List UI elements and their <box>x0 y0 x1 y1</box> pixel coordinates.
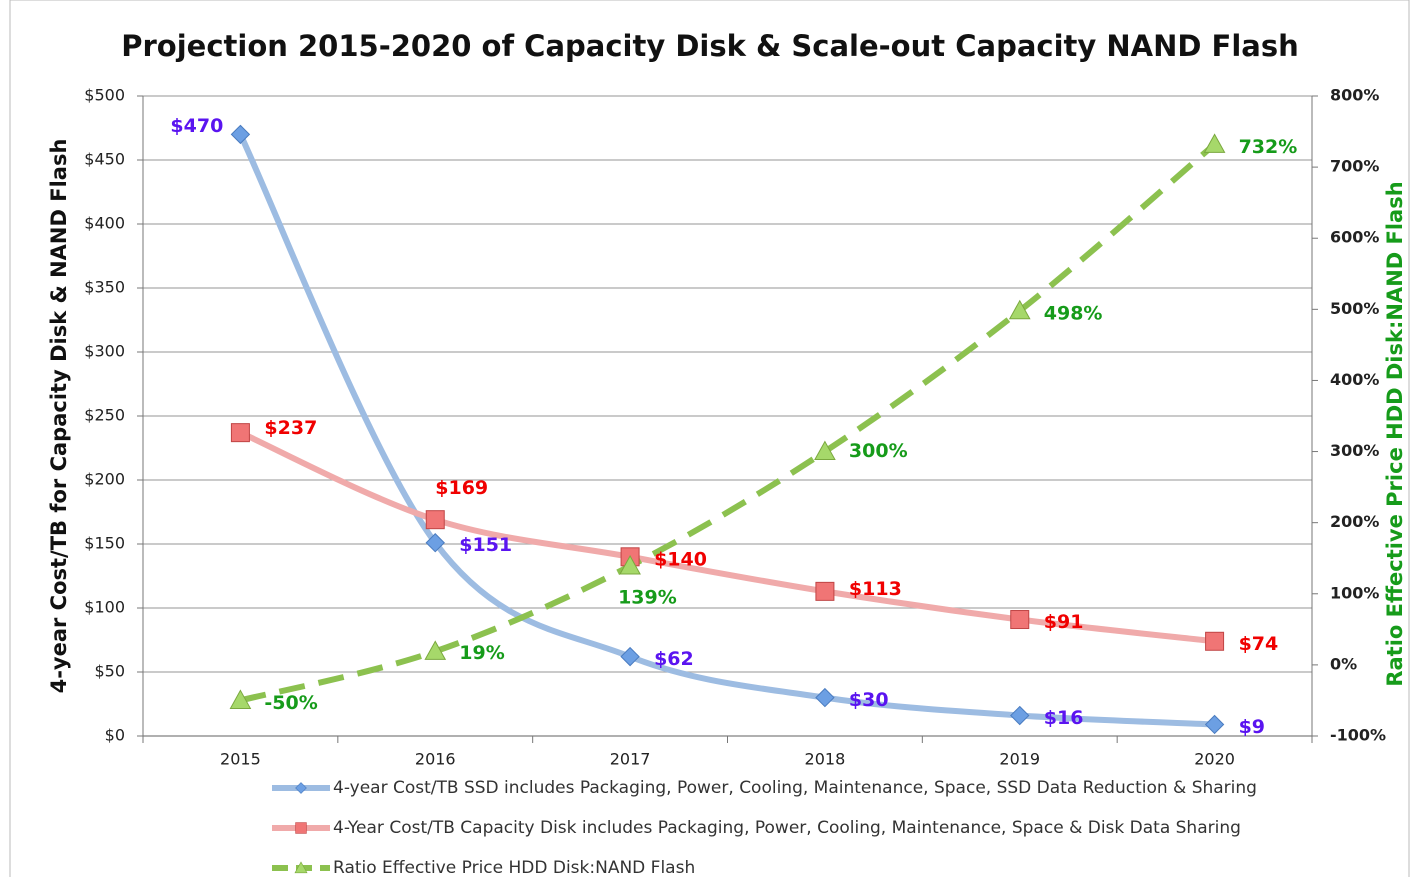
series-line <box>239 142 1217 704</box>
y-tick-label: $150 <box>84 534 125 553</box>
y2-tick-label: 600% <box>1330 228 1379 247</box>
data-point <box>815 687 835 708</box>
data-point <box>1010 610 1030 630</box>
y2-tick-label: 300% <box>1330 441 1379 460</box>
y2-tick-label: 500% <box>1330 299 1379 318</box>
data-point <box>1203 133 1226 153</box>
data-point <box>619 555 641 575</box>
data-label: $140 <box>654 548 707 570</box>
data-label: $113 <box>849 578 902 600</box>
data-label: $16 <box>1044 707 1084 729</box>
data-label: $169 <box>435 477 488 499</box>
data-point <box>425 533 445 553</box>
data-label: $151 <box>459 534 512 556</box>
data-label: $91 <box>1044 611 1084 633</box>
data-label: $9 <box>1239 716 1265 738</box>
legend-marker <box>295 822 307 834</box>
x-tick-label: 2015 <box>220 750 261 769</box>
y-tick-label: $300 <box>84 342 125 361</box>
data-point <box>425 510 445 530</box>
data-label: $30 <box>849 689 889 711</box>
data-point <box>229 689 252 709</box>
y-tick-label: $400 <box>84 214 125 233</box>
y-tick-label: $450 <box>84 150 125 169</box>
y2-tick-label: 800% <box>1330 86 1379 105</box>
y2-tick-label: 200% <box>1330 512 1379 531</box>
y-tick-label: $0 <box>105 726 125 745</box>
data-label: $470 <box>170 115 223 137</box>
chart-frame <box>9 0 1410 877</box>
data-label: 300% <box>849 440 908 462</box>
data-point <box>1205 631 1225 651</box>
y-axis-title: 4-year Cost/TB for Capacity Disk & NAND … <box>47 139 71 694</box>
y2-tick-label: 100% <box>1330 583 1379 602</box>
series-line <box>237 131 1218 728</box>
data-point <box>1204 714 1225 735</box>
x-tick-label: 2018 <box>805 750 846 769</box>
y-tick-label: $200 <box>84 470 125 489</box>
data-label: -50% <box>264 692 317 714</box>
series-line <box>237 429 1218 645</box>
legend-label: 4-Year Cost/TB Capacity Disk includes Pa… <box>333 818 1241 838</box>
data-label: $237 <box>264 417 317 439</box>
y2-axis-title: Ratio Effective Price HDD Disk:NAND Flas… <box>1383 181 1407 686</box>
y-tick-label: $500 <box>84 86 125 105</box>
x-tick-label: 2020 <box>1194 750 1235 769</box>
y2-tick-label: 400% <box>1330 370 1379 389</box>
x-tick-label: 2019 <box>999 750 1040 769</box>
data-point <box>424 640 447 660</box>
data-label: 732% <box>1239 136 1298 158</box>
y-tick-label: $50 <box>94 662 125 681</box>
legend-marker <box>294 861 308 874</box>
data-point <box>815 581 835 601</box>
legend-label: Ratio Effective Price HDD Disk:NAND Flas… <box>333 858 695 877</box>
chart-title: Projection 2015-2020 of Capacity Disk & … <box>121 29 1299 63</box>
data-point <box>230 124 251 145</box>
y-tick-label: $250 <box>84 406 125 425</box>
y-tick-label: $350 <box>84 278 125 297</box>
data-point <box>814 440 836 461</box>
data-label: 19% <box>459 642 504 664</box>
y2-tick-label: 0% <box>1330 654 1357 673</box>
y2-tick-label: -100% <box>1330 726 1386 745</box>
data-point <box>620 646 640 667</box>
y-tick-label: $100 <box>84 598 125 617</box>
x-tick-label: 2016 <box>415 750 456 769</box>
legend-marker <box>295 782 307 794</box>
data-label: $74 <box>1239 633 1279 655</box>
legend-label: 4-year Cost/TB SSD includes Packaging, P… <box>333 778 1257 798</box>
data-point <box>1010 705 1030 726</box>
x-tick-label: 2017 <box>610 750 651 769</box>
y2-tick-label: 700% <box>1330 157 1379 176</box>
data-point <box>1008 299 1031 320</box>
data-point <box>230 423 250 443</box>
data-label: 139% <box>618 587 677 609</box>
data-label: $62 <box>654 648 694 670</box>
data-label: 498% <box>1044 302 1103 324</box>
